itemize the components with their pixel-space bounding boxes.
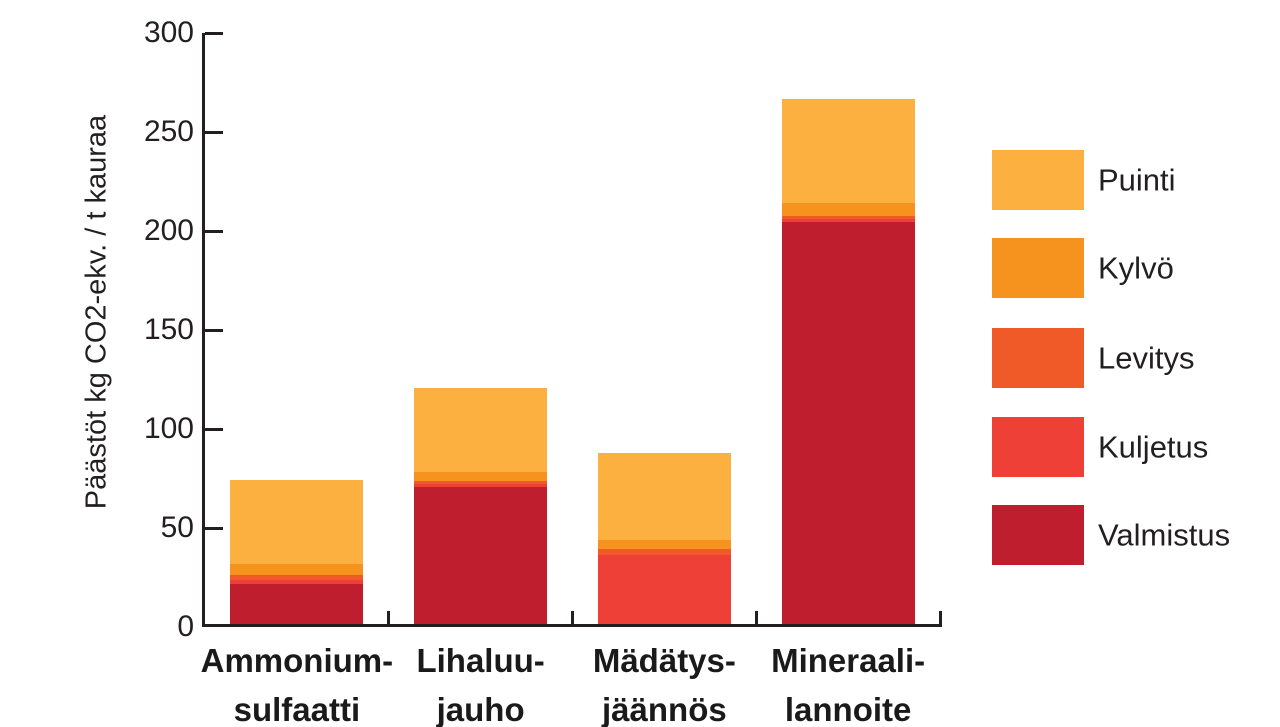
x-category-label-line: jäännös xyxy=(602,691,727,727)
bar-segment-puinti-3 xyxy=(597,452,731,540)
x-category-label-line: jauho xyxy=(436,691,525,727)
x-category-label-2: Lihaluu-jauho xyxy=(351,636,611,727)
x-tick-mark xyxy=(754,611,758,624)
y-tick-mark xyxy=(205,229,223,233)
x-category-label-1: Ammonium-sulfaatti xyxy=(167,636,427,727)
bar-segment-kuljetus-4 xyxy=(781,219,915,223)
x-tick-mark xyxy=(571,611,574,624)
bar-segment-kylvö-2 xyxy=(414,471,548,482)
bar-segment-kylvö-4 xyxy=(781,203,915,217)
x-category-label-line: Mineraali- xyxy=(771,642,926,679)
y-tick-mark xyxy=(205,526,223,530)
bar-segment-kuljetus-3 xyxy=(597,554,731,624)
y-tick-label: 50 xyxy=(160,511,194,544)
y-tick-label: 250 xyxy=(143,115,194,148)
legend-label-puinti: Puinti xyxy=(1098,162,1176,198)
bar-segment-valmistus-1 xyxy=(230,584,364,624)
legend-label-kylvö: Kylvö xyxy=(1098,250,1174,286)
y-axis-title: Päästöt kg CO2-ekv. / t kauraa xyxy=(80,114,113,510)
y-tick-label: 300 xyxy=(143,16,194,49)
y-tick-label: 0 xyxy=(177,610,194,643)
y-tick-mark xyxy=(205,130,223,134)
x-category-label-line: sulfaatti xyxy=(233,691,361,727)
y-tick-label: 150 xyxy=(143,313,194,346)
bar-segment-kuljetus-2 xyxy=(414,484,548,488)
bar-segment-levitys-1 xyxy=(230,575,364,581)
legend-swatch-kuljetus xyxy=(992,417,1084,477)
x-category-label-line: Ammonium- xyxy=(200,642,394,679)
bar-segment-levitys-3 xyxy=(597,548,731,555)
legend-swatch-levitys xyxy=(992,328,1084,388)
bar-segment-kylvö-1 xyxy=(230,563,364,576)
legend-label-valmistus: Valmistus xyxy=(1098,517,1231,553)
y-tick-mark xyxy=(205,31,223,35)
y-tick-mark xyxy=(205,427,223,431)
bar-segment-puinti-2 xyxy=(414,388,548,472)
legend-swatch-kylvö xyxy=(992,238,1084,298)
bar-segment-levitys-4 xyxy=(781,216,915,220)
x-tick-mark xyxy=(938,611,942,624)
y-axis-line xyxy=(202,33,205,627)
y-tick-mark xyxy=(205,328,223,332)
bar-segment-kylvö-3 xyxy=(597,539,731,549)
legend-label-levitys: Levitys xyxy=(1098,340,1195,376)
y-tick-label: 200 xyxy=(143,214,194,247)
x-category-label-line: Mädätys- xyxy=(592,642,736,679)
x-category-label-4: Mineraali-lannoite xyxy=(718,636,978,727)
y-tick-label: 100 xyxy=(143,412,194,445)
x-tick-mark xyxy=(387,611,391,624)
legend-swatch-valmistus xyxy=(992,505,1084,565)
bar-segment-kuljetus-1 xyxy=(230,580,364,585)
bar-segment-puinti-1 xyxy=(230,480,364,564)
x-category-label-line: Lihaluu- xyxy=(416,642,545,679)
legend-label-kuljetus: Kuljetus xyxy=(1098,429,1209,465)
bar-segment-puinti-4 xyxy=(781,99,915,204)
x-axis-line xyxy=(202,624,942,627)
x-category-label-line: lannoite xyxy=(784,691,912,727)
bar-segment-valmistus-4 xyxy=(781,222,915,624)
bar-segment-levitys-2 xyxy=(414,481,548,485)
x-category-label-3: Mädätys-jäännös xyxy=(534,636,794,727)
bar-segment-valmistus-2 xyxy=(414,487,548,624)
legend-swatch-puinti xyxy=(992,150,1084,210)
